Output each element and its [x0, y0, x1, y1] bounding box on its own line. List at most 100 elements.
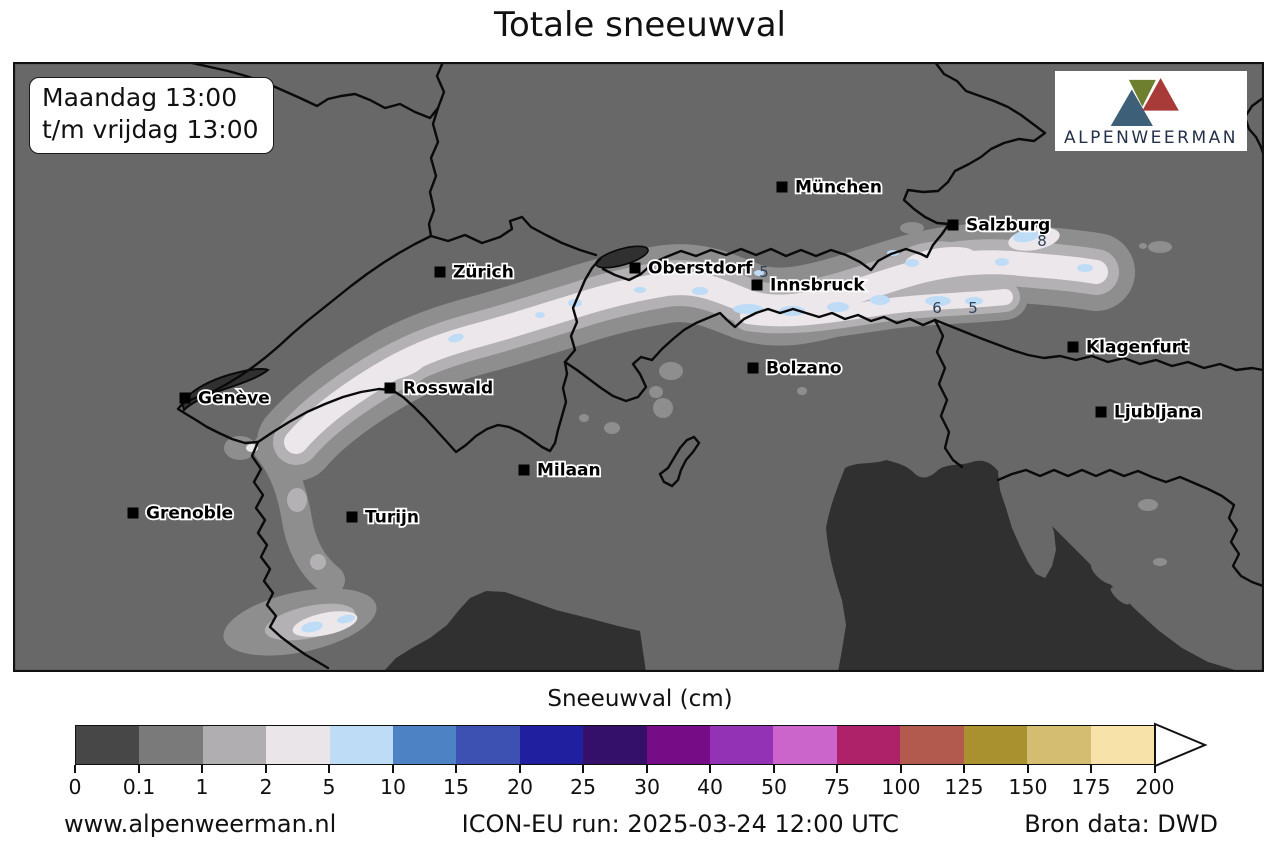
colorbar-tick-label: 0	[68, 775, 82, 799]
colorbar-segment	[900, 726, 964, 764]
colorbar-extend-arrow	[1154, 722, 1208, 768]
colorbar-tick-label: 100	[881, 775, 921, 799]
contour-value-label: 8	[1037, 232, 1047, 250]
city-marker: Klagenfurt	[1067, 336, 1190, 359]
colorbar-segment	[266, 726, 330, 764]
colorbar-tick	[1154, 765, 1156, 773]
city-marker: Zürich	[434, 261, 516, 284]
snow-band-5-10cm	[301, 229, 1093, 633]
colorbar-tick	[900, 765, 902, 773]
colorbar-segment	[76, 726, 140, 764]
city-label: München	[795, 178, 882, 198]
city-square-icon	[747, 362, 759, 374]
colorbar-tick-label: 125	[944, 775, 984, 799]
colorbar-tick	[582, 765, 584, 773]
colorbar-tick	[519, 765, 521, 773]
city-square-icon	[1067, 341, 1079, 353]
city-label: Rosswald	[403, 379, 493, 399]
logo-wordmark: ALPENWEERMAN	[1064, 128, 1238, 148]
colorbar-tick-label: 20	[506, 775, 534, 799]
colorbar-tick	[773, 765, 775, 773]
map-border	[13, 62, 1264, 672]
colorbar-tick-label: 10	[379, 775, 407, 799]
colorbar-tick-label: 30	[633, 775, 661, 799]
colorbar-segment	[583, 726, 647, 764]
colorbar-segment	[836, 726, 901, 764]
contour-label-layer: 8 6 5 5	[759, 232, 1047, 317]
city-label: Innsbruck	[770, 276, 865, 296]
colorbar-segment	[710, 726, 774, 764]
city-label: Ljubljana	[1114, 403, 1202, 423]
city-marker: Ljubljana	[1095, 401, 1203, 424]
city-marker: München	[776, 176, 884, 199]
sea-ligurian	[383, 591, 646, 672]
alpenweerman-logo: ALPENWEERMAN	[1055, 71, 1247, 151]
page-title: Totale sneeuwval	[494, 5, 786, 45]
city-square-icon	[1095, 406, 1107, 418]
city-label: Grenoble	[146, 504, 233, 524]
city-square-icon	[776, 181, 788, 193]
city-square-icon	[947, 219, 959, 231]
colorbar-tick	[836, 765, 838, 773]
city-marker: Milaan	[518, 459, 602, 482]
contour-value-label: 5	[968, 299, 978, 317]
colorbar-tick	[328, 765, 330, 773]
colorbar-segment	[1027, 726, 1091, 764]
colorbar-tick	[1027, 765, 1029, 773]
contour-value-label: 6	[932, 299, 942, 317]
city-label: Milaan	[537, 461, 601, 481]
weather-map: München Salzburg Zürich Oberstdorf Innsbruck…	[13, 62, 1264, 672]
colorbar-tick	[963, 765, 965, 773]
city-label: Zürich	[453, 263, 514, 283]
colorbar-segment	[963, 726, 1028, 764]
city-marker: Oberstdorf	[629, 257, 755, 280]
colorbar: 0 0.1 1 2 5 10 15 20 25 30 40 50 75 100 125 150 175 200	[68, 722, 1208, 799]
snow-band-2-5cm	[246, 227, 1108, 637]
colorbar-segment	[393, 726, 457, 764]
city-label: Bolzano	[766, 359, 842, 379]
map-canvas: München Salzburg Zürich Oberstdorf Innsbruck…	[13, 62, 1264, 672]
colorbar-tick-label: 75	[823, 775, 851, 799]
city-label: Genève	[198, 389, 270, 409]
city-label: Salzburg	[966, 216, 1050, 236]
city-label: Turijn	[365, 508, 419, 528]
city-marker: Rosswald	[384, 377, 495, 400]
city-marker: Salzburg	[947, 214, 1052, 237]
valid-period-line2: t/m vrijdag 13:00	[42, 114, 259, 144]
footer-website: www.alpenweerman.nl	[64, 810, 337, 838]
legend-block: Sneeuwval (cm) 0 0.1 1 2 5 10 15 20 25 30 40 50 75 10…	[0, 686, 1280, 799]
valid-period-box: Maandag 13:00 t/m vrijdag 13:00	[29, 77, 274, 154]
city-label: Oberstdorf	[648, 259, 753, 279]
colorbar-tick	[455, 765, 457, 773]
colorbar-tick-label: 150	[1008, 775, 1048, 799]
colorbar-tick-label: 0.1	[122, 775, 156, 799]
city-square-icon	[179, 392, 191, 404]
colorbar-tick-label: 40	[696, 775, 724, 799]
colorbar-segment	[139, 726, 203, 764]
colorbar-tick	[138, 765, 140, 773]
lake-geneva	[180, 367, 270, 412]
colorbar-tick-label: 15	[442, 775, 470, 799]
colorbar-tick	[201, 765, 203, 773]
colorbar-tick-label: 5	[322, 775, 336, 799]
city-square-icon	[751, 279, 763, 291]
colorbar-tick-label: 175	[1071, 775, 1111, 799]
colorbar-tick	[392, 765, 394, 773]
colorbar-tick-label: 2	[259, 775, 273, 799]
city-square-icon	[629, 262, 641, 274]
colorbar-segment	[456, 726, 520, 764]
colorbar-tick	[74, 765, 76, 773]
colorbar-tick	[646, 765, 648, 773]
colorbar-segment	[646, 726, 711, 764]
footer-data-source: Bron data: DWD	[1024, 810, 1218, 838]
city-marker: Bolzano	[747, 357, 843, 380]
mountain-triangles-icon	[1110, 78, 1179, 126]
city-square-icon	[384, 382, 396, 394]
colorbar-tick-label: 200	[1135, 775, 1175, 799]
legend-title: Sneeuwval (cm)	[547, 686, 733, 712]
city-marker: Innsbruck	[751, 274, 867, 297]
colorbar-segments	[75, 725, 1155, 765]
colorbar-tick-label: 50	[760, 775, 788, 799]
footer: www.alpenweerman.nl ICON-EU run: 2025-03…	[0, 810, 1280, 838]
valid-period-line1: Maandag 13:00	[42, 83, 238, 112]
